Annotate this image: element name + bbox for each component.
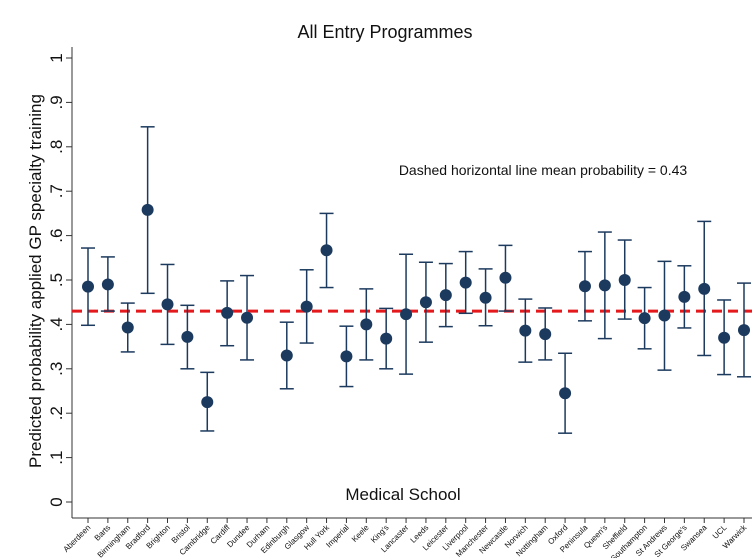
chart-title: All Entry Programmes <box>297 22 472 42</box>
point <box>400 308 413 321</box>
point <box>380 332 393 345</box>
y-tick-label: .7 <box>47 184 66 198</box>
point <box>419 296 432 309</box>
y-tick-label: .6 <box>47 229 66 243</box>
point <box>519 324 532 337</box>
point <box>141 203 154 216</box>
point <box>658 309 671 322</box>
y-tick-label: .3 <box>47 362 66 376</box>
point <box>539 328 552 341</box>
point <box>738 324 750 337</box>
point <box>121 321 134 334</box>
y-tick-label: .8 <box>47 140 66 154</box>
point <box>459 276 472 289</box>
point <box>161 298 174 311</box>
y-tick-label: .1 <box>47 451 66 465</box>
point <box>300 300 313 313</box>
annotation: Dashed horizontal line mean probability … <box>399 162 688 178</box>
point <box>360 318 373 331</box>
point <box>678 290 691 303</box>
point <box>499 271 512 284</box>
point <box>598 279 611 292</box>
point <box>618 274 631 286</box>
y-tick-label: 1 <box>47 53 66 62</box>
y-tick-label: .2 <box>47 406 66 420</box>
y-tick-label: 0 <box>47 497 66 506</box>
y-axis-title: Predicted probability applied GP special… <box>26 94 45 468</box>
point <box>340 350 353 363</box>
x-axis-title: Medical School <box>345 485 460 504</box>
y-tick-label: .5 <box>47 273 66 287</box>
point <box>82 280 94 293</box>
point <box>578 280 591 293</box>
point <box>101 278 114 291</box>
point <box>638 312 651 325</box>
point <box>559 387 572 400</box>
point <box>280 349 293 362</box>
point <box>320 244 333 257</box>
point <box>718 331 731 344</box>
point <box>439 289 452 302</box>
point <box>241 311 254 324</box>
point <box>698 282 711 295</box>
y-tick-label: .9 <box>47 95 66 109</box>
point <box>479 291 492 304</box>
point <box>201 396 214 409</box>
y-tick-label: .4 <box>47 317 66 331</box>
point <box>181 330 194 343</box>
point <box>221 306 234 319</box>
